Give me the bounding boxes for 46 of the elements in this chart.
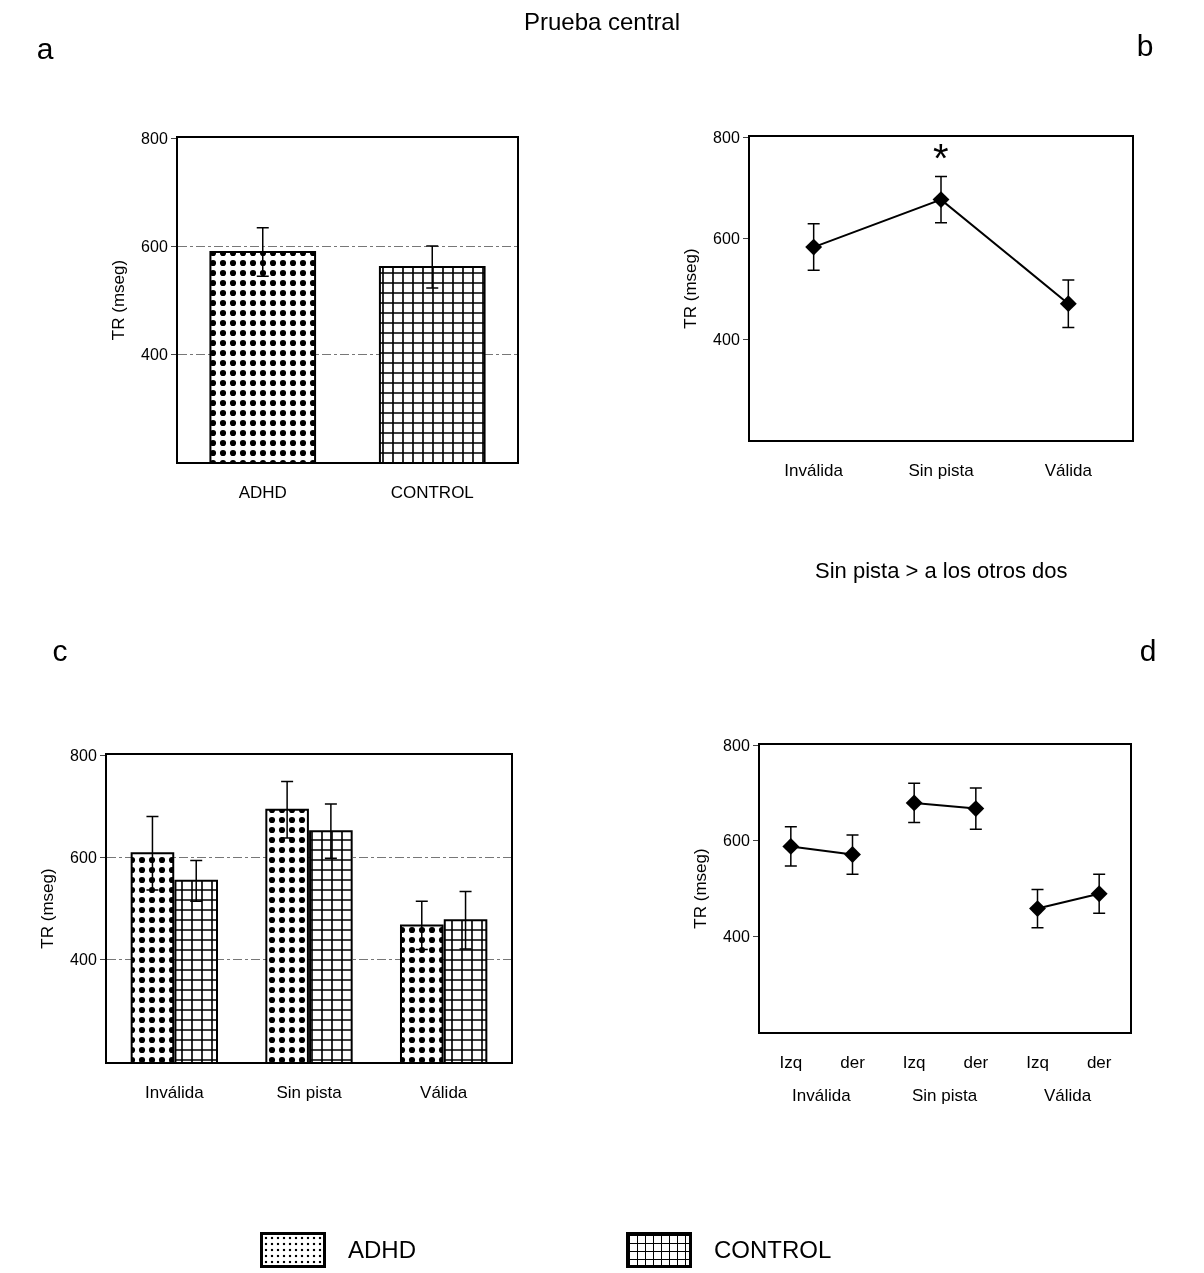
text: Sin pista > a los otros dos (815, 558, 1068, 583)
y-axis-title: TR (mseg) (691, 848, 711, 929)
point (1029, 900, 1046, 918)
x-tick-label: Izq (1026, 1053, 1049, 1073)
y-tick-label: 800 (70, 746, 97, 764)
point (782, 837, 800, 855)
y-tick-label: 800 (141, 129, 168, 147)
y-tick-label: 600 (70, 848, 97, 866)
y-tick-label: 400 (70, 951, 97, 969)
y-tick-label: 600 (141, 237, 168, 255)
chart-title: d (1139, 633, 1157, 667)
point (844, 846, 861, 863)
x-tick-label: Izq (779, 1053, 803, 1073)
y-tick-label: 400 (723, 927, 750, 945)
x-tick-label: Inválida (145, 1083, 205, 1103)
x-tick-label: der (840, 1053, 866, 1073)
point (967, 800, 985, 818)
x-tick-label: der (1086, 1053, 1112, 1073)
x-tick-label: Izq (902, 1053, 926, 1073)
legend-label: ADHD (348, 1236, 417, 1264)
point (1090, 885, 1108, 903)
y-axis-title: TR (mseg) (38, 868, 58, 949)
x-tick-label: Inválida (784, 461, 844, 481)
point (805, 238, 823, 256)
chart-title: b (1136, 28, 1154, 62)
x-tick-label: der (963, 1053, 989, 1073)
x-tick-label: Sin pista (908, 461, 975, 481)
y-axis-title: TR (mseg) (109, 259, 129, 341)
y-tick-label: 800 (713, 128, 740, 146)
x-tick-label: Válida (420, 1083, 468, 1103)
y-tick-label: 600 (723, 832, 750, 850)
point (932, 191, 950, 209)
point (1059, 295, 1077, 313)
x-tick-label: Válida (1044, 461, 1093, 481)
y-tick-label: 400 (141, 345, 168, 363)
y-axis-title: TR (mseg) (681, 248, 701, 329)
chart-title: a (36, 31, 54, 65)
x-tick-label: Sin pista (276, 1083, 343, 1103)
annotation: * (933, 136, 949, 180)
y-tick-label: 800 (723, 736, 750, 754)
legend-label: CONTROL (714, 1236, 832, 1264)
point (905, 794, 923, 812)
chart-title: c (52, 633, 68, 667)
text: Prueba central (523, 8, 681, 35)
y-tick-label: 400 (713, 330, 740, 348)
y-tick-label: 600 (713, 229, 740, 247)
